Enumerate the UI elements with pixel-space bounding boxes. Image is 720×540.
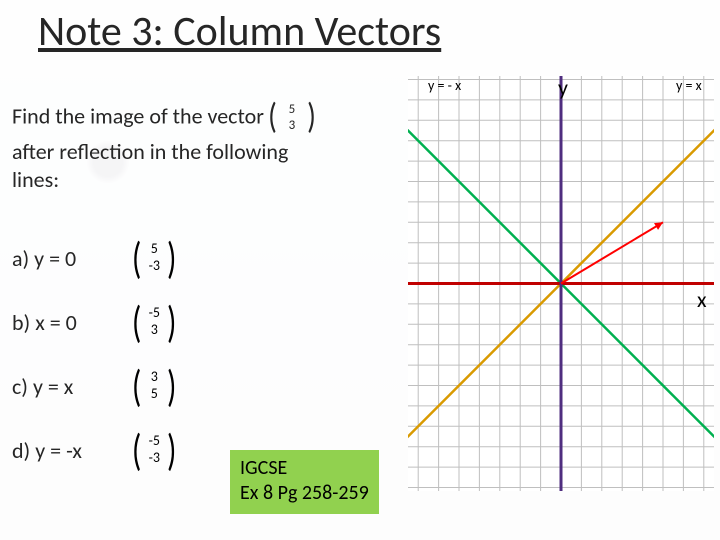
body-line3: lines: <box>12 166 59 193</box>
option-label: c) y = x <box>12 373 130 400</box>
vector-top: 5 <box>151 241 158 258</box>
vector-bottom: -3 <box>149 450 160 467</box>
vector-bottom: -3 <box>149 258 160 275</box>
paren-right-icon: ) <box>167 236 176 280</box>
paren-right-icon: ) <box>307 94 316 139</box>
option-d: d) y = -x ( -5 -3 ) <box>12 418 179 482</box>
option-label: d) y = -x <box>12 437 130 464</box>
vector-bottom: 5 <box>151 386 158 403</box>
vector-top: 3 <box>151 369 158 386</box>
vector-bottom: 3 <box>151 322 158 339</box>
coordinate-graph <box>408 76 714 491</box>
column-vector: ( -5 -3 ) <box>130 428 179 472</box>
option-a: a) y = 0 ( 5 -3 ) <box>12 226 179 290</box>
option-b: b) x = 0 ( -5 3 ) <box>12 290 179 354</box>
option-label: a) y = 0 <box>12 245 130 272</box>
body-line1-prefix: Find the image of the vector <box>12 102 264 129</box>
column-vector: ( 3 5 ) <box>130 364 179 408</box>
body-line2: after reflection in the following <box>12 138 288 165</box>
diag-pos-label: y = x <box>676 77 702 94</box>
paren-left-icon: ( <box>132 236 141 280</box>
paren-right-icon: ) <box>167 428 176 472</box>
option-label: b) x = 0 <box>12 309 130 336</box>
x-axis-label: x <box>697 286 707 313</box>
diag-neg-label: y = - x <box>428 77 461 94</box>
exercise-reference-box: IGCSE Ex 8 Pg 258-259 <box>230 450 379 514</box>
option-c: c) y = x ( 3 5 ) <box>12 354 179 418</box>
vector-top: -5 <box>149 433 160 450</box>
inline-column-vector: ( 5 3 ) <box>269 98 315 138</box>
page-title: Note 3: Column Vectors <box>38 6 441 57</box>
paren-right-icon: ) <box>167 300 176 344</box>
y-axis-label: y <box>558 74 568 101</box>
options-list: a) y = 0 ( 5 -3 ) b) x = 0 ( -5 3 ) c) y… <box>12 226 179 482</box>
exercise-line2: Ex 8 Pg 258-259 <box>240 481 369 506</box>
vector-top: -5 <box>149 305 160 322</box>
exercise-line1: IGCSE <box>240 456 369 481</box>
paren-left-icon: ( <box>132 428 141 472</box>
paren-right-icon: ) <box>167 364 176 408</box>
paren-left-icon: ( <box>132 300 141 344</box>
paren-left-icon: ( <box>132 364 141 408</box>
column-vector: ( 5 -3 ) <box>130 236 179 280</box>
column-vector: ( -5 3 ) <box>130 300 179 344</box>
question-body: Find the image of the vector ( 5 3 ) aft… <box>12 98 402 193</box>
